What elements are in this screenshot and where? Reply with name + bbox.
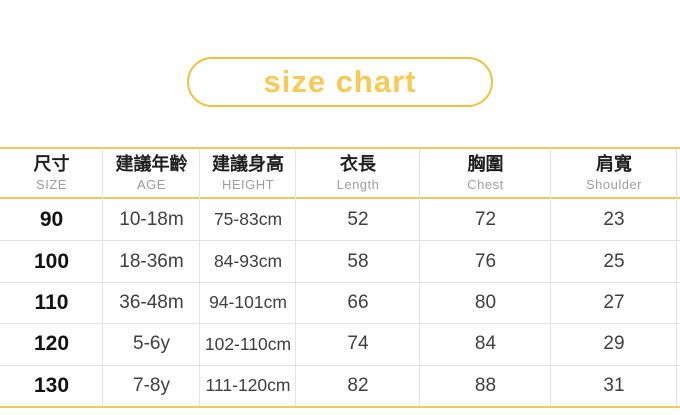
table-row-100: 100 18-36m 84-93cm 58 76 25 bbox=[0, 240, 680, 281]
page-title: size chart bbox=[263, 64, 417, 99]
column-divider bbox=[295, 149, 296, 406]
column-header-zh: 建議身高 bbox=[212, 154, 284, 175]
cell-length: 74 bbox=[347, 333, 369, 355]
column-header-en: AGE bbox=[137, 176, 166, 192]
cell-size: 110 bbox=[34, 290, 69, 314]
column-header-age: 建議年齡 AGE bbox=[103, 149, 200, 197]
table-row-120: 120 5-6y 102-110cm 74 84 29 bbox=[0, 323, 680, 364]
cell-length: 52 bbox=[347, 208, 369, 230]
cell-shoulder: 23 bbox=[603, 208, 625, 230]
cell-length: 66 bbox=[347, 291, 369, 313]
cell-chest: 72 bbox=[474, 208, 497, 230]
column-header-zh: 尺寸 bbox=[33, 154, 70, 175]
cell-size: 100 bbox=[33, 249, 70, 273]
cell-age: 36-48m bbox=[119, 291, 184, 313]
cell-length: 58 bbox=[347, 250, 369, 272]
column-header-en: HEIGHT bbox=[221, 176, 275, 192]
column-header-height: 建議身高 HEIGHT bbox=[200, 149, 296, 197]
cell-shoulder: 27 bbox=[603, 291, 625, 313]
cell-size: 130 bbox=[33, 373, 70, 397]
cell-chest: 88 bbox=[474, 374, 497, 396]
column-header-en: Shoulder bbox=[585, 176, 643, 192]
table-header-row: 尺寸 SIZE 建議年齡 AGE 建議身高 HEIGHT 衣長 Length 胸… bbox=[0, 149, 680, 199]
cell-shoulder: 31 bbox=[603, 374, 625, 396]
column-divider bbox=[550, 149, 551, 406]
cell-shoulder: 25 bbox=[603, 250, 625, 272]
column-header-zh: 胸圍 bbox=[467, 154, 504, 175]
cell-age: 18-36m bbox=[119, 250, 184, 272]
cell-height: 75-83cm bbox=[213, 209, 283, 230]
table-row-130: 130 7-8y 111-120cm 82 88 31 bbox=[0, 364, 680, 406]
column-header-shoulder: 肩寬 Shoulder bbox=[551, 149, 677, 197]
size-table: 尺寸 SIZE 建議年齡 AGE 建議身高 HEIGHT 衣長 Length 胸… bbox=[0, 147, 680, 408]
cell-shoulder: 29 bbox=[603, 333, 625, 355]
column-divider bbox=[199, 149, 200, 406]
cell-chest: 76 bbox=[474, 250, 497, 272]
cell-size: 120 bbox=[33, 332, 70, 356]
column-divider bbox=[676, 149, 677, 406]
size-chart-title-badge: size chart bbox=[187, 57, 493, 107]
cell-height: 94-101cm bbox=[209, 292, 287, 313]
table-row-110: 110 36-48m 94-101cm 66 80 27 bbox=[0, 281, 680, 323]
column-header-chest: 胸圍 Chest bbox=[420, 149, 551, 197]
column-header-en: SIZE bbox=[36, 176, 67, 192]
cell-height: 84-93cm bbox=[213, 251, 283, 272]
column-header-en: Length bbox=[336, 176, 380, 192]
cell-age: 5-6y bbox=[133, 333, 170, 355]
cell-chest: 80 bbox=[474, 291, 497, 313]
column-header-size: 尺寸 SIZE bbox=[0, 149, 103, 197]
table-row-90: 90 10-18m 75-83cm 52 72 23 bbox=[0, 199, 680, 240]
cell-age: 10-18m bbox=[119, 208, 184, 230]
column-divider bbox=[419, 149, 420, 406]
column-header-en: Chest bbox=[467, 176, 504, 192]
cell-height: 102-110cm bbox=[204, 333, 292, 354]
column-header-zh: 衣長 bbox=[340, 154, 376, 175]
cell-chest: 84 bbox=[474, 333, 497, 355]
cell-age: 7-8y bbox=[133, 374, 170, 396]
cell-length: 82 bbox=[347, 374, 369, 396]
cell-size: 90 bbox=[39, 207, 64, 231]
cell-height: 111-120cm bbox=[205, 375, 291, 396]
column-divider bbox=[102, 149, 103, 406]
column-header-length: 衣長 Length bbox=[296, 149, 420, 197]
column-header-zh: 建議年齡 bbox=[115, 154, 188, 175]
column-header-zh: 肩寬 bbox=[596, 154, 632, 175]
